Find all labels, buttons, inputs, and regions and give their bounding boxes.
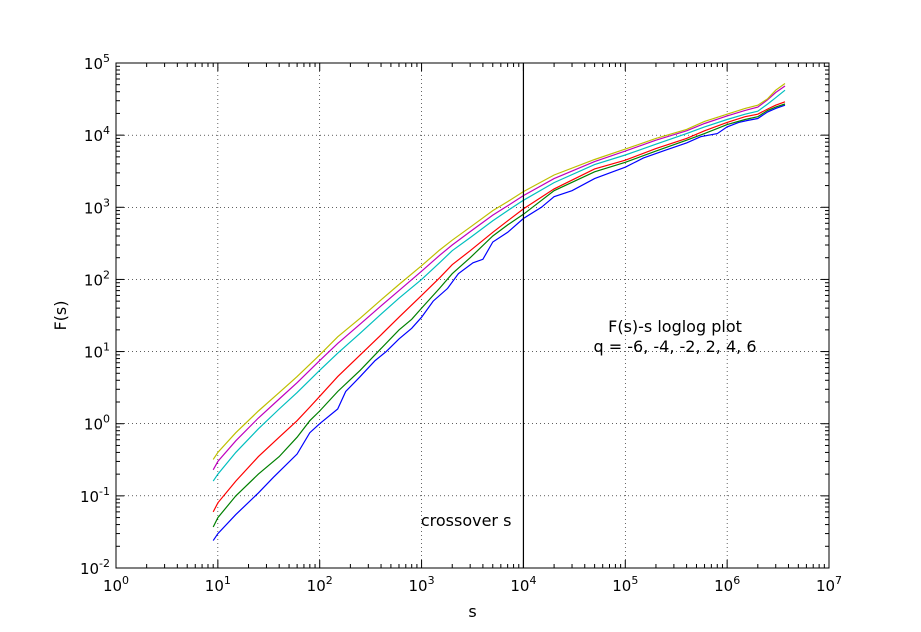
series-line-4 <box>212 89 786 482</box>
grid <box>116 63 829 568</box>
x-tick-label: 102 <box>307 574 333 595</box>
y-tick-label: 10-1 <box>80 485 110 506</box>
annotation-line-1: F(s)-s loglog plot <box>608 317 742 336</box>
x-tick-label: 100 <box>103 574 129 595</box>
crossover-label: crossover s <box>421 511 512 530</box>
series-layer <box>212 83 786 541</box>
y-tick-label: 103 <box>84 196 110 217</box>
x-tick-label: 104 <box>510 574 536 595</box>
series-line-2 <box>212 103 786 528</box>
y-tick-label: 100 <box>84 413 110 434</box>
y-tick-label: 102 <box>84 268 110 289</box>
x-tick-label: 106 <box>714 574 740 595</box>
x-tick-label: 101 <box>205 574 231 595</box>
x-tick-label: 103 <box>409 574 435 595</box>
y-axis-label: F(s) <box>51 300 70 330</box>
series-line-3 <box>212 101 786 513</box>
series-line-5 <box>212 85 786 471</box>
y-tick-label: 10-2 <box>80 557 110 578</box>
series-line-1 <box>212 104 786 541</box>
y-tick-label: 105 <box>84 52 110 73</box>
annotation-line-2: q = -6, -4, -2, 2, 4, 6 <box>594 337 757 356</box>
tick-labels: 100 101 102 103 104 105 106 107 10-2 10-1 100 101 10… <box>80 52 842 595</box>
y-tick-label: 104 <box>84 124 110 145</box>
x-axis-label: s <box>468 602 476 621</box>
y-tick-label: 101 <box>84 341 110 362</box>
plot-frame <box>115 62 830 569</box>
ticks <box>115 62 830 569</box>
x-tick-label: 107 <box>816 574 842 595</box>
series-line-6 <box>212 83 786 460</box>
x-tick-label: 105 <box>612 574 638 595</box>
